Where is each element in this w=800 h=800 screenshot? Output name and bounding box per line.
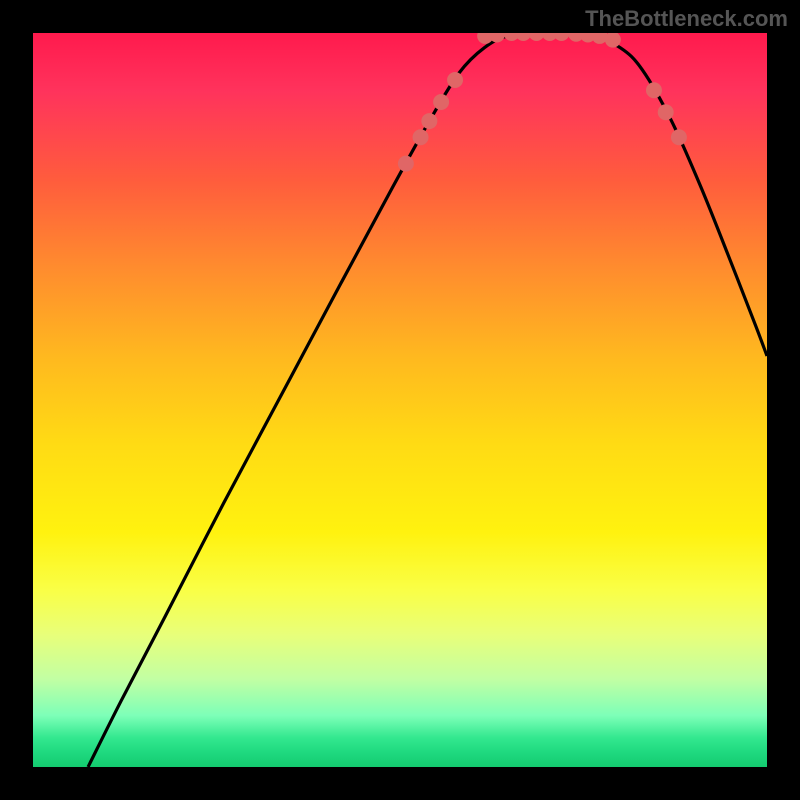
data-marker — [413, 129, 429, 145]
marker-group — [398, 33, 687, 172]
data-marker — [421, 113, 437, 129]
data-marker — [398, 156, 414, 172]
data-marker — [646, 82, 662, 98]
bottleneck-curve — [88, 33, 767, 767]
chart-svg — [33, 33, 767, 767]
data-marker — [553, 33, 569, 41]
data-marker — [658, 104, 674, 120]
data-marker — [447, 72, 463, 88]
plot-area — [33, 33, 767, 767]
data-marker — [433, 94, 449, 110]
data-marker — [671, 129, 687, 145]
watermark-text: TheBottleneck.com — [585, 6, 788, 32]
